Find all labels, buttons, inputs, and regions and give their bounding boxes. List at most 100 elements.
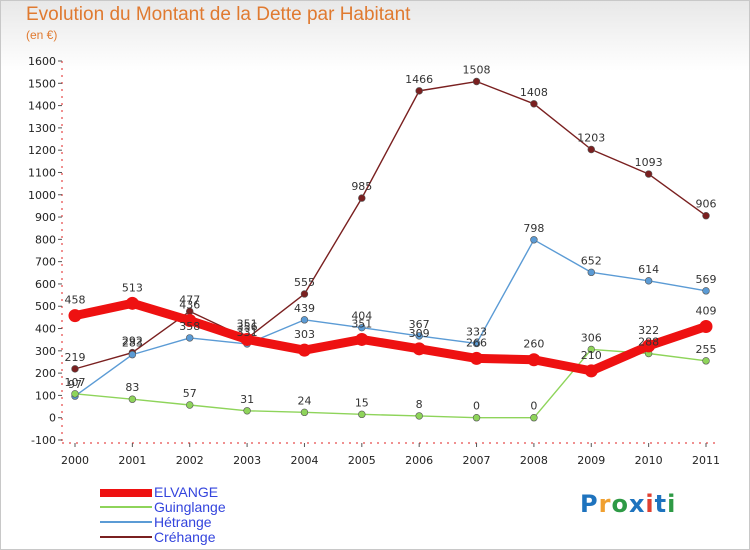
logo-letter: x xyxy=(628,490,646,518)
data-point xyxy=(702,212,710,220)
data-point xyxy=(587,345,595,354)
data-point xyxy=(702,287,710,295)
y-tick-label: 1600 xyxy=(28,55,56,68)
data-label: 436 xyxy=(179,299,200,312)
data-point xyxy=(128,395,137,403)
data-point xyxy=(128,350,137,359)
y-tick-label: 1500 xyxy=(28,77,56,90)
y-tick-label: 100 xyxy=(35,389,56,402)
data-point xyxy=(530,236,538,244)
data-label: 288 xyxy=(638,335,659,348)
data-label: 83 xyxy=(125,381,139,394)
data-point xyxy=(642,339,656,353)
data-point xyxy=(243,407,251,415)
data-label: 652 xyxy=(581,254,602,267)
data-label: 906 xyxy=(696,198,717,211)
chart-title: Evolution du Montant de la Dette par Hab… xyxy=(26,4,411,25)
logo-letter: i xyxy=(645,490,655,518)
y-tick-label: 200 xyxy=(35,367,56,380)
data-label: 260 xyxy=(523,338,544,351)
legend-label: Hétrange xyxy=(154,514,212,530)
data-label: 404 xyxy=(351,310,372,323)
data-point xyxy=(527,353,541,367)
x-tick-label: 2009 xyxy=(577,454,605,467)
data-label: 513 xyxy=(122,281,143,294)
y-tick-label: 1000 xyxy=(28,189,56,202)
data-label: 0 xyxy=(530,400,537,413)
data-label: 477 xyxy=(179,293,200,306)
data-label: 358 xyxy=(179,320,200,333)
legend-swatch xyxy=(100,521,152,523)
data-point xyxy=(186,334,194,342)
data-point xyxy=(470,351,484,365)
data-label: 31 xyxy=(240,393,254,406)
data-label: 458 xyxy=(65,294,86,307)
data-label: 219 xyxy=(65,351,86,364)
data-point xyxy=(699,320,713,334)
data-label: 306 xyxy=(581,331,602,344)
data-point xyxy=(415,412,423,420)
y-tick-label: 300 xyxy=(35,345,56,358)
y-tick-label: 500 xyxy=(35,300,56,313)
data-point xyxy=(358,194,366,202)
data-label: 107 xyxy=(65,376,86,389)
series-line xyxy=(74,348,707,419)
data-label: 1093 xyxy=(635,156,663,169)
data-point xyxy=(186,401,194,409)
data-label: 985 xyxy=(351,180,372,193)
data-label: 333 xyxy=(466,325,487,338)
y-tick-label: 800 xyxy=(35,233,56,246)
data-label: 57 xyxy=(183,387,197,400)
data-label: 283 xyxy=(122,337,143,350)
data-point xyxy=(183,314,197,328)
data-label: 8 xyxy=(416,398,423,411)
data-point xyxy=(300,316,309,324)
chart-subtitle: (en €) xyxy=(26,28,58,42)
data-point xyxy=(584,364,598,378)
data-label: 569 xyxy=(696,273,717,286)
data-label: 1408 xyxy=(520,86,548,99)
y-tick-label: -100 xyxy=(31,434,56,447)
data-label: 1203 xyxy=(577,132,605,145)
x-tick-label: 2006 xyxy=(405,454,433,467)
proxiti-logo: Proxiti xyxy=(580,490,676,518)
x-tick-label: 2011 xyxy=(692,454,720,467)
data-point xyxy=(644,170,653,178)
data-label: 210 xyxy=(581,349,602,362)
y-tick-label: 1300 xyxy=(28,122,56,135)
series-lines xyxy=(70,80,711,419)
data-label: 331 xyxy=(237,326,258,339)
data-point xyxy=(355,332,369,346)
y-tick-label: 400 xyxy=(35,323,56,336)
data-labels: 2192924773565559851466150814081203109390… xyxy=(65,64,717,413)
data-point xyxy=(300,290,309,298)
y-tick-label: 1200 xyxy=(28,144,56,157)
data-point xyxy=(412,342,426,356)
legend-label: Créhange xyxy=(154,529,216,545)
data-label: 1508 xyxy=(463,64,491,77)
data-point xyxy=(702,357,710,365)
data-label: 322 xyxy=(638,324,659,337)
axes: -100 0 100 200 300 400 500 600 700 800 900 1000 1100… xyxy=(28,55,720,467)
x-tick-label: 2000 xyxy=(61,454,89,467)
logo-letter: P xyxy=(580,490,599,518)
data-label: 351 xyxy=(351,317,372,330)
y-tick-label: 600 xyxy=(35,278,56,291)
x-tick-label: 2004 xyxy=(290,454,318,467)
y-tick-label: 700 xyxy=(35,256,56,269)
series-line xyxy=(74,239,707,397)
y-tick-label: 900 xyxy=(35,211,56,224)
legend-swatch xyxy=(100,536,152,538)
data-point xyxy=(358,323,366,332)
data-label: 24 xyxy=(297,394,311,407)
y-tick-label: 1100 xyxy=(28,166,56,179)
data-label: 97 xyxy=(68,378,82,391)
legend-swatch xyxy=(100,506,152,508)
logo-letter: i xyxy=(667,490,677,518)
data-label: 351 xyxy=(237,317,258,330)
data-label: 292 xyxy=(122,335,143,348)
x-tick-label: 2002 xyxy=(176,454,204,467)
x-tick-label: 2005 xyxy=(348,454,376,467)
data-point xyxy=(415,87,423,95)
